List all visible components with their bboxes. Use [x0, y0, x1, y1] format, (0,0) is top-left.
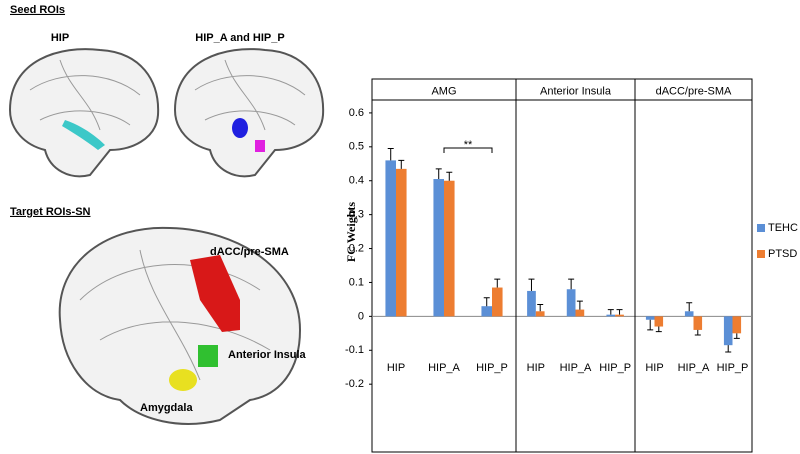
- legend-label: PTSD: [768, 248, 797, 260]
- brain-folds: [29, 59, 141, 131]
- y-tick-label: 0.6: [349, 107, 364, 119]
- seed-heading: Seed ROIs: [10, 4, 65, 16]
- panel-title: Anterior Insula: [540, 85, 612, 97]
- error-bar: [607, 309, 614, 315]
- significance-mark: **: [464, 139, 473, 151]
- y-tick-label: 0.4: [349, 175, 364, 187]
- roi-amygdala: [169, 369, 197, 391]
- y-tick-label: 0.1: [349, 276, 364, 288]
- roi-insula: [198, 345, 218, 367]
- bar: [492, 287, 503, 317]
- brain-folds: [79, 249, 271, 381]
- error-bar: [494, 278, 501, 288]
- error-bar: [616, 309, 623, 315]
- y-tick-label: 0.2: [349, 242, 364, 254]
- roi-hip-a: [232, 118, 248, 138]
- error-bar: [576, 300, 583, 310]
- seed-label: HIP: [51, 32, 69, 44]
- bar: [693, 316, 703, 330]
- y-tick-label: 0.5: [349, 141, 364, 153]
- error-bar: [568, 278, 575, 290]
- brain-outline: [173, 48, 325, 178]
- x-tick-label: HIP: [387, 362, 405, 374]
- x-tick-label: HIP_A: [560, 362, 592, 374]
- error-bar: [435, 168, 442, 180]
- y-tick-label: 0: [358, 310, 364, 322]
- bar: [566, 289, 576, 317]
- brain-outline: [58, 226, 302, 425]
- target-label: Anterior Insula: [228, 349, 307, 361]
- bar: [654, 316, 664, 327]
- panel-title: AMG: [431, 85, 456, 97]
- error-bar: [647, 319, 654, 331]
- error-bar: [528, 278, 535, 291]
- legend-label: TEHC: [768, 222, 798, 234]
- bar: [606, 314, 616, 317]
- bar: [575, 309, 585, 317]
- x-tick-label: HIP_P: [599, 362, 631, 374]
- error-bar: [686, 302, 693, 312]
- seed-label: HIP_A and HIP_P: [195, 32, 284, 44]
- error-bar: [725, 345, 732, 353]
- bar: [645, 316, 655, 320]
- x-tick-label: HIP: [527, 362, 545, 374]
- target-heading: Target ROIs-SN: [10, 206, 91, 218]
- error-bar: [733, 333, 740, 339]
- panel-title: dACC/pre-SMA: [656, 85, 732, 97]
- brain-outline: [8, 48, 160, 178]
- bar: [527, 290, 536, 317]
- roi-dacc: [190, 255, 240, 332]
- error-bar: [387, 148, 394, 161]
- x-tick-label: HIP_P: [717, 362, 749, 374]
- y-axis-label: FC Weights: [344, 202, 358, 262]
- brain-folds: [194, 59, 306, 131]
- target-label: Amygdala: [140, 402, 193, 414]
- y-tick-label: -0.2: [345, 378, 364, 390]
- bar: [481, 306, 492, 317]
- error-bar: [398, 159, 405, 169]
- bar: [535, 311, 545, 317]
- error-bar: [655, 326, 662, 333]
- bar: [433, 179, 444, 317]
- y-tick-label: 0.3: [349, 209, 364, 221]
- bar: [732, 316, 742, 334]
- x-tick-label: HIP_P: [476, 362, 508, 374]
- brain-illustrations: Seed ROIs HIP HIP_A and HIP_P Target ROI…: [8, 4, 325, 425]
- bar: [385, 160, 396, 317]
- error-bar: [537, 303, 544, 312]
- error-bar: [483, 297, 490, 307]
- bar: [723, 316, 733, 346]
- roi-hip: [62, 120, 105, 150]
- target-label: dACC/pre-SMA: [210, 246, 289, 258]
- roi-hip-p: [255, 140, 265, 152]
- legend-swatch: [757, 250, 765, 258]
- bar: [615, 314, 624, 317]
- bar: [444, 180, 455, 317]
- y-tick-label: -0.1: [345, 344, 364, 356]
- x-tick-label: HIP_A: [428, 362, 460, 374]
- significance-bracket: [443, 147, 493, 153]
- x-tick-label: HIP: [645, 362, 663, 374]
- bar: [684, 311, 694, 317]
- error-bar: [446, 171, 453, 181]
- x-tick-label: HIP_A: [678, 362, 710, 374]
- plot-frame: [371, 78, 753, 453]
- legend-swatch: [757, 224, 765, 232]
- bar: [396, 168, 407, 317]
- error-bar: [694, 329, 701, 336]
